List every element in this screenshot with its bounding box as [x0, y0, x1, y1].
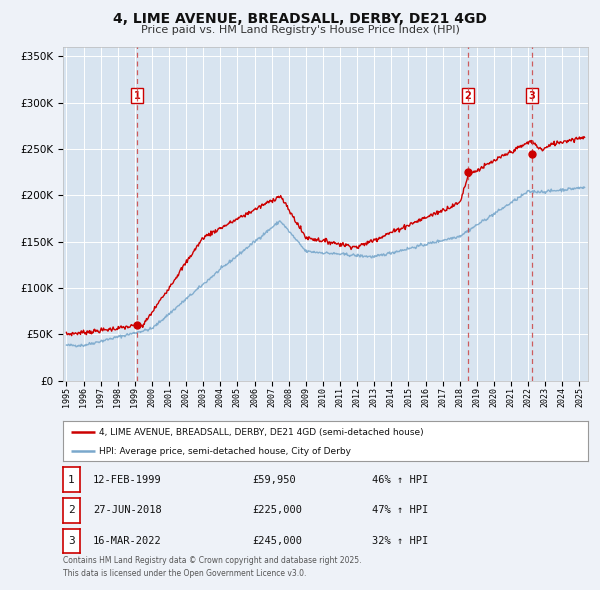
Text: 47% ↑ HPI: 47% ↑ HPI — [372, 506, 428, 515]
Text: 2: 2 — [465, 90, 472, 100]
Text: 4, LIME AVENUE, BREADSALL, DERBY, DE21 4GD: 4, LIME AVENUE, BREADSALL, DERBY, DE21 4… — [113, 12, 487, 26]
Text: £245,000: £245,000 — [252, 536, 302, 546]
Text: 3: 3 — [68, 536, 75, 546]
Text: 4, LIME AVENUE, BREADSALL, DERBY, DE21 4GD (semi-detached house): 4, LIME AVENUE, BREADSALL, DERBY, DE21 4… — [98, 428, 424, 437]
Text: 32% ↑ HPI: 32% ↑ HPI — [372, 536, 428, 546]
Text: 2: 2 — [68, 506, 75, 515]
Text: £59,950: £59,950 — [252, 475, 296, 484]
Text: 16-MAR-2022: 16-MAR-2022 — [93, 536, 162, 546]
Text: Contains HM Land Registry data © Crown copyright and database right 2025.
This d: Contains HM Land Registry data © Crown c… — [63, 556, 361, 578]
Text: 27-JUN-2018: 27-JUN-2018 — [93, 506, 162, 515]
Text: HPI: Average price, semi-detached house, City of Derby: HPI: Average price, semi-detached house,… — [98, 447, 350, 456]
Text: Price paid vs. HM Land Registry's House Price Index (HPI): Price paid vs. HM Land Registry's House … — [140, 25, 460, 35]
Text: 46% ↑ HPI: 46% ↑ HPI — [372, 475, 428, 484]
Text: 1: 1 — [68, 475, 75, 484]
Text: 12-FEB-1999: 12-FEB-1999 — [93, 475, 162, 484]
Text: £225,000: £225,000 — [252, 506, 302, 515]
Text: 3: 3 — [529, 90, 535, 100]
Text: 1: 1 — [134, 90, 140, 100]
